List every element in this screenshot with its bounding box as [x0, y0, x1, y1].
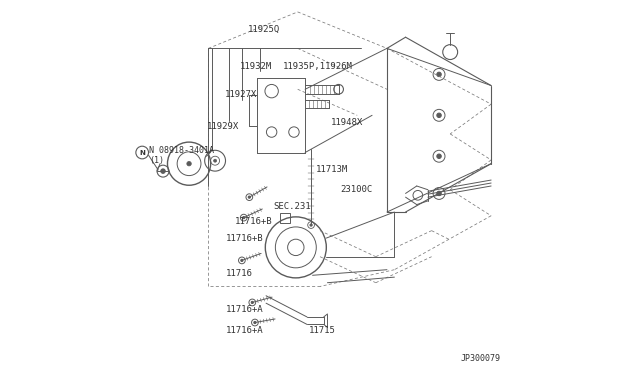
Text: 11927X: 11927X — [225, 90, 257, 99]
Text: 11925Q: 11925Q — [248, 25, 280, 34]
Text: 11715: 11715 — [309, 326, 336, 335]
Text: 11716+A: 11716+A — [227, 326, 264, 335]
Circle shape — [187, 161, 191, 166]
Text: 11929X: 11929X — [207, 122, 239, 131]
Text: 11716+B: 11716+B — [234, 217, 272, 226]
Circle shape — [437, 154, 441, 158]
Bar — [280, 213, 291, 223]
Circle shape — [437, 72, 441, 77]
Circle shape — [310, 224, 312, 226]
Text: N 08918-3401A
(1): N 08918-3401A (1) — [149, 146, 214, 165]
Circle shape — [241, 259, 243, 262]
Circle shape — [251, 301, 253, 304]
Text: 11716+A: 11716+A — [227, 305, 264, 314]
Circle shape — [437, 191, 441, 196]
Text: 11716: 11716 — [227, 269, 253, 278]
Circle shape — [161, 169, 165, 173]
Circle shape — [243, 217, 245, 219]
Circle shape — [437, 113, 441, 118]
Text: 11932M: 11932M — [240, 62, 272, 71]
Circle shape — [248, 196, 250, 198]
Text: SEC.231: SEC.231 — [273, 202, 311, 211]
Text: 23100C: 23100C — [340, 185, 372, 194]
Text: 11948X: 11948X — [331, 118, 364, 127]
Circle shape — [214, 159, 216, 162]
Text: JP300079: JP300079 — [460, 354, 500, 363]
Text: 11716+B: 11716+B — [227, 234, 264, 243]
Text: 11935P,11926M: 11935P,11926M — [283, 62, 353, 71]
Text: N: N — [140, 150, 145, 155]
Circle shape — [254, 321, 256, 324]
Text: 11713M: 11713M — [316, 165, 349, 174]
